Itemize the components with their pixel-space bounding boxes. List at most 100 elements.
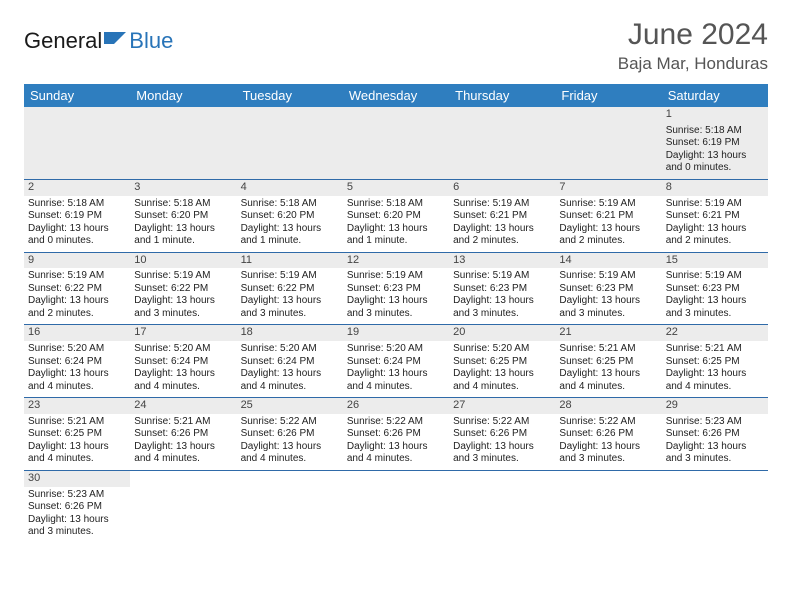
logo-text-1: General	[24, 28, 102, 54]
calendar-day: 26Sunrise: 5:22 AMSunset: 6:26 PMDayligh…	[343, 398, 449, 471]
sunrise-text: Sunrise: 5:22 AM	[453, 416, 551, 429]
sunset-text: Sunset: 6:25 PM	[28, 428, 126, 441]
sunrise-text: Sunrise: 5:19 AM	[559, 198, 657, 211]
day-number: 17	[130, 325, 236, 341]
calendar-day: 1Sunrise: 5:18 AMSunset: 6:19 PMDaylight…	[662, 107, 768, 179]
calendar-empty	[237, 107, 343, 179]
calendar-day: 28Sunrise: 5:22 AMSunset: 6:26 PMDayligh…	[555, 398, 661, 471]
day-header: Wednesday	[343, 84, 449, 107]
sunset-text: Sunset: 6:26 PM	[559, 428, 657, 441]
daylight-text: Daylight: 13 hours and 3 minutes.	[453, 295, 551, 320]
sunrise-text: Sunrise: 5:21 AM	[559, 343, 657, 356]
sunrise-text: Sunrise: 5:23 AM	[28, 489, 126, 502]
sunrise-text: Sunrise: 5:20 AM	[134, 343, 232, 356]
sunset-text: Sunset: 6:26 PM	[28, 501, 126, 514]
sunrise-text: Sunrise: 5:19 AM	[559, 270, 657, 283]
calendar-empty	[555, 470, 661, 542]
sunrise-text: Sunrise: 5:20 AM	[347, 343, 445, 356]
calendar-day: 23Sunrise: 5:21 AMSunset: 6:25 PMDayligh…	[24, 398, 130, 471]
daylight-text: Daylight: 13 hours and 4 minutes.	[134, 368, 232, 393]
logo-flag-icon	[104, 28, 128, 54]
sunset-text: Sunset: 6:25 PM	[453, 356, 551, 369]
daylight-text: Daylight: 13 hours and 2 minutes.	[28, 295, 126, 320]
day-number: 19	[343, 325, 449, 341]
location: Baja Mar, Honduras	[618, 54, 768, 74]
sunrise-text: Sunrise: 5:18 AM	[134, 198, 232, 211]
sunset-text: Sunset: 6:21 PM	[453, 210, 551, 223]
calendar-day: 14Sunrise: 5:19 AMSunset: 6:23 PMDayligh…	[555, 252, 661, 325]
day-number: 30	[24, 471, 130, 487]
calendar-day: 22Sunrise: 5:21 AMSunset: 6:25 PMDayligh…	[662, 325, 768, 398]
sunset-text: Sunset: 6:20 PM	[241, 210, 339, 223]
calendar-day: 15Sunrise: 5:19 AMSunset: 6:23 PMDayligh…	[662, 252, 768, 325]
sunrise-text: Sunrise: 5:18 AM	[28, 198, 126, 211]
day-number: 11	[237, 253, 343, 269]
sunset-text: Sunset: 6:22 PM	[134, 283, 232, 296]
day-number: 27	[449, 398, 555, 414]
daylight-text: Daylight: 13 hours and 4 minutes.	[134, 441, 232, 466]
calendar-day: 5Sunrise: 5:18 AMSunset: 6:20 PMDaylight…	[343, 179, 449, 252]
sunrise-text: Sunrise: 5:20 AM	[453, 343, 551, 356]
calendar-empty	[555, 107, 661, 179]
day-number: 4	[237, 180, 343, 196]
calendar-body: 1Sunrise: 5:18 AMSunset: 6:19 PMDaylight…	[24, 107, 768, 543]
sunrise-text: Sunrise: 5:19 AM	[347, 270, 445, 283]
calendar-day: 30Sunrise: 5:23 AMSunset: 6:26 PMDayligh…	[24, 470, 130, 542]
day-number: 24	[130, 398, 236, 414]
calendar-empty	[130, 107, 236, 179]
calendar-day: 4 Sunrise: 5:18 AMSunset: 6:20 PMDaylight…	[237, 179, 343, 252]
sunrise-text: Sunrise: 5:22 AM	[241, 416, 339, 429]
sunset-text: Sunset: 6:24 PM	[347, 356, 445, 369]
calendar-week: 2Sunrise: 5:18 AMSunset: 6:19 PMDaylight…	[24, 179, 768, 252]
day-number: 6	[449, 180, 555, 196]
calendar-empty	[24, 107, 130, 179]
calendar-day: 21Sunrise: 5:21 AMSunset: 6:25 PMDayligh…	[555, 325, 661, 398]
calendar-empty	[343, 107, 449, 179]
day-number: 22	[662, 325, 768, 341]
sunset-text: Sunset: 6:22 PM	[28, 283, 126, 296]
sunset-text: Sunset: 6:23 PM	[559, 283, 657, 296]
sunset-text: Sunset: 6:26 PM	[241, 428, 339, 441]
calendar-day: 29Sunrise: 5:23 AMSunset: 6:26 PMDayligh…	[662, 398, 768, 471]
month-title: June 2024	[618, 18, 768, 52]
day-number: 2	[24, 180, 130, 196]
day-number: 20	[449, 325, 555, 341]
day-header: Thursday	[449, 84, 555, 107]
calendar-empty	[449, 107, 555, 179]
day-number: 7	[555, 180, 661, 196]
daylight-text: Daylight: 13 hours and 3 minutes.	[134, 295, 232, 320]
day-number: 1	[662, 107, 768, 123]
day-header: Monday	[130, 84, 236, 107]
daylight-text: Daylight: 13 hours and 3 minutes.	[666, 441, 764, 466]
calendar-day: 11Sunrise: 5:19 AMSunset: 6:22 PMDayligh…	[237, 252, 343, 325]
title-block: June 2024 Baja Mar, Honduras	[618, 18, 768, 74]
day-number: 25	[237, 398, 343, 414]
sunset-text: Sunset: 6:23 PM	[453, 283, 551, 296]
calendar-day: 6Sunrise: 5:19 AMSunset: 6:21 PMDaylight…	[449, 179, 555, 252]
sunrise-text: Sunrise: 5:22 AM	[559, 416, 657, 429]
calendar-empty	[343, 470, 449, 542]
calendar-day: 18Sunrise: 5:20 AMSunset: 6:24 PMDayligh…	[237, 325, 343, 398]
sunrise-text: Sunrise: 5:21 AM	[134, 416, 232, 429]
calendar-empty	[662, 470, 768, 542]
calendar-day: 17Sunrise: 5:20 AMSunset: 6:24 PMDayligh…	[130, 325, 236, 398]
logo: General Blue	[24, 28, 173, 54]
sunrise-text: Sunrise: 5:19 AM	[241, 270, 339, 283]
sunrise-text: Sunrise: 5:18 AM	[241, 198, 339, 211]
calendar-day: 19Sunrise: 5:20 AMSunset: 6:24 PMDayligh…	[343, 325, 449, 398]
calendar-day: 8Sunrise: 5:19 AMSunset: 6:21 PMDaylight…	[662, 179, 768, 252]
calendar-day: 24Sunrise: 5:21 AMSunset: 6:26 PMDayligh…	[130, 398, 236, 471]
calendar-week: 30Sunrise: 5:23 AMSunset: 6:26 PMDayligh…	[24, 470, 768, 542]
daylight-text: Daylight: 13 hours and 4 minutes.	[28, 368, 126, 393]
day-header: Friday	[555, 84, 661, 107]
calendar-day: 2Sunrise: 5:18 AMSunset: 6:19 PMDaylight…	[24, 179, 130, 252]
sunset-text: Sunset: 6:21 PM	[666, 210, 764, 223]
sunset-text: Sunset: 6:24 PM	[28, 356, 126, 369]
day-header: Tuesday	[237, 84, 343, 107]
daylight-text: Daylight: 13 hours and 1 minute.	[241, 223, 339, 248]
day-number: 3	[130, 180, 236, 196]
daylight-text: Daylight: 13 hours and 3 minutes.	[241, 295, 339, 320]
daylight-text: Daylight: 13 hours and 3 minutes.	[347, 295, 445, 320]
daylight-text: Daylight: 13 hours and 2 minutes.	[559, 223, 657, 248]
daylight-text: Daylight: 13 hours and 4 minutes.	[241, 441, 339, 466]
